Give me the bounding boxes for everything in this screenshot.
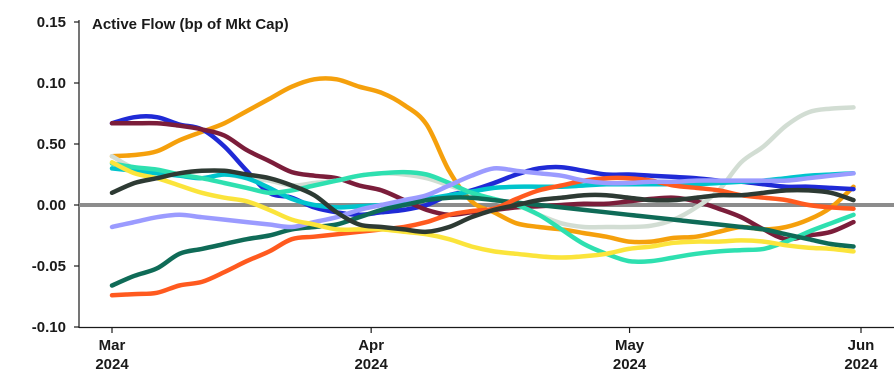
y-tick-group: 0.15 0.10 0.50 0.00 -0.05 -0.10 (32, 14, 79, 336)
x-tick-year-label: 2024 (95, 356, 129, 373)
series-line-6 (109, 161, 856, 265)
series-line-9 (109, 165, 856, 230)
y-tick-label: 0.15 (37, 14, 66, 31)
y-tick-label: 0.50 (37, 136, 66, 153)
x-tick-month-label: Jun (848, 337, 875, 354)
series-line-7 (109, 195, 856, 288)
y-tick-label: -0.10 (32, 319, 66, 336)
chart-title: Active Flow (bp of Mkt Cap) (92, 16, 289, 33)
y-tick-label: 0.00 (37, 197, 66, 214)
y-tick-label: 0.10 (37, 75, 66, 92)
x-tick-month-label: May (615, 337, 645, 354)
x-tick-month-label: Apr (358, 337, 384, 354)
x-tick-year-label: 2024 (613, 356, 647, 373)
x-tick-group: Mar 2024 Apr 2024 May 2024 Jun 2024 (95, 327, 878, 373)
series-line-11 (109, 168, 856, 235)
series-line-10 (109, 160, 856, 260)
series-line-8 (109, 175, 856, 298)
x-tick-year-label: 2024 (844, 356, 878, 373)
x-tick-year-label: 2024 (354, 356, 388, 373)
x-tick-month-label: Mar (99, 337, 126, 354)
series-group (109, 76, 856, 298)
series-line-5 (109, 166, 856, 210)
y-tick-label: -0.05 (32, 258, 66, 275)
